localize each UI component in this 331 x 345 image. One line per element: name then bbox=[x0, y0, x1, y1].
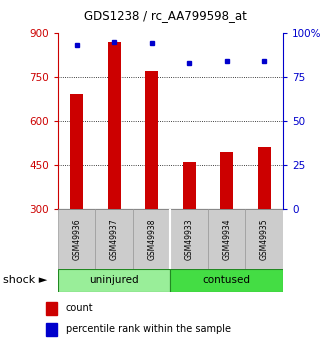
Text: GSM49936: GSM49936 bbox=[72, 218, 81, 260]
Bar bbox=[108, 41, 121, 209]
Bar bbox=[258, 147, 271, 209]
Text: shock ►: shock ► bbox=[3, 275, 48, 285]
Bar bbox=[46, 323, 57, 336]
Bar bbox=[208, 209, 246, 269]
Bar bbox=[183, 162, 196, 209]
Text: GSM49935: GSM49935 bbox=[260, 218, 269, 260]
Bar bbox=[70, 94, 83, 209]
Bar bbox=[170, 269, 283, 292]
Bar bbox=[220, 151, 233, 209]
Text: GSM49934: GSM49934 bbox=[222, 218, 231, 260]
Text: contused: contused bbox=[203, 275, 251, 285]
Text: count: count bbox=[66, 304, 93, 314]
Bar bbox=[58, 209, 95, 269]
Bar bbox=[46, 302, 57, 315]
Bar bbox=[170, 209, 208, 269]
Bar bbox=[58, 269, 170, 292]
Bar bbox=[246, 209, 283, 269]
Text: percentile rank within the sample: percentile rank within the sample bbox=[66, 324, 230, 334]
Bar bbox=[145, 71, 158, 209]
Bar bbox=[133, 209, 170, 269]
Text: GSM49937: GSM49937 bbox=[110, 218, 119, 260]
Text: GDS1238 / rc_AA799598_at: GDS1238 / rc_AA799598_at bbox=[84, 9, 247, 22]
Text: uninjured: uninjured bbox=[89, 275, 139, 285]
Bar bbox=[95, 209, 133, 269]
Text: GSM49938: GSM49938 bbox=[147, 218, 156, 260]
Text: GSM49933: GSM49933 bbox=[185, 218, 194, 260]
